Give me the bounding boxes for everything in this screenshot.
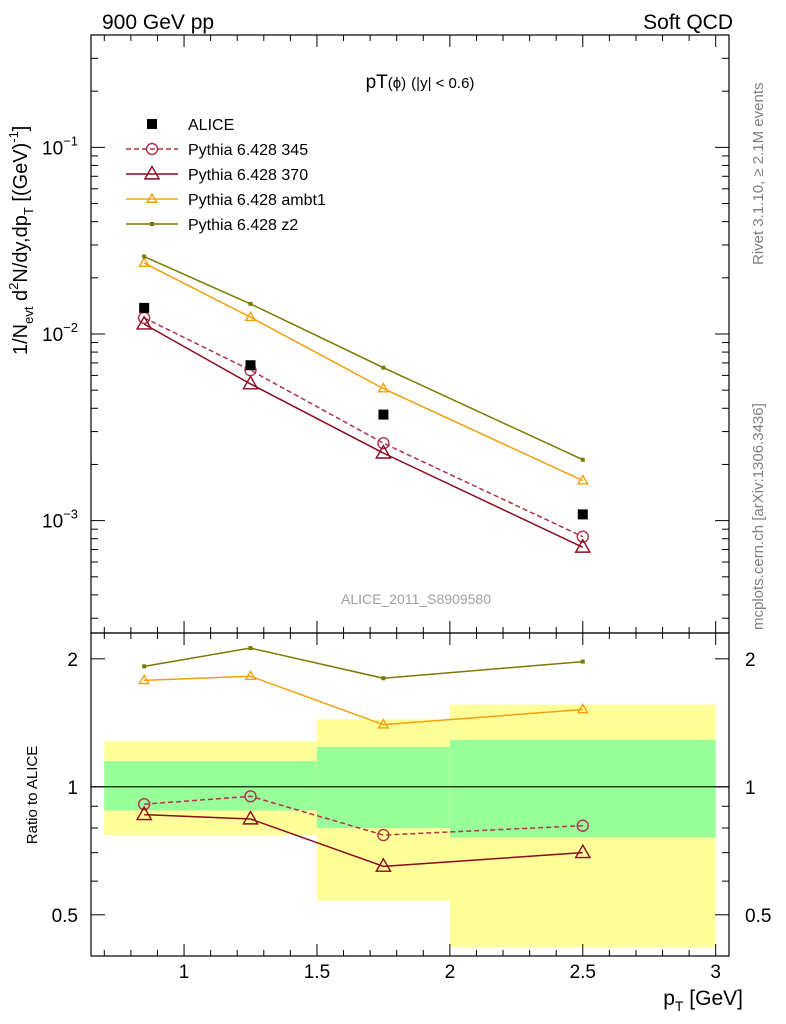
rivet-label: Rivet 3.1.10, ≥ 2.1M events <box>750 83 767 266</box>
ratio-line-1 <box>144 813 583 868</box>
series-point-2-3 <box>576 474 589 485</box>
header-right-label: Soft QCD <box>643 11 733 34</box>
legend: ALICE Pythia 6.428 345 Pythia 6.428 370 Pyt… <box>126 117 326 234</box>
legend-marker-1 <box>143 165 161 180</box>
inner-band-0 <box>104 760 317 811</box>
plot-title: pT(ϕ) (|y| < 0.6) <box>366 72 475 93</box>
series-point-0-3 <box>576 530 589 543</box>
ratio-tick-label-right: 0.5 <box>745 906 771 927</box>
legend-label-2: Pythia 6.428 ambt1 <box>188 192 326 209</box>
series-point-3-1 <box>248 301 253 306</box>
ratio-point-3-1 <box>248 646 253 651</box>
reference-point-3 <box>577 509 588 520</box>
x-tick-label: 3 <box>710 962 721 983</box>
series-point-3-0 <box>142 254 147 259</box>
series-point-1-0 <box>135 315 153 330</box>
reference-point-1 <box>245 360 256 371</box>
x-tick-label: 2.5 <box>570 962 596 983</box>
ratio-point-0-1 <box>244 790 257 803</box>
ratio-tick-label-right: 2 <box>745 650 756 671</box>
series-point-0-2 <box>377 436 390 450</box>
ratio-point-1-3 <box>574 843 592 859</box>
main-y-axis-label: 1/Nevt d2N/dy,dpT [(GeV)-1] <box>6 126 36 355</box>
series-line-0 <box>143 317 584 538</box>
ratio-plot-frame <box>90 632 730 957</box>
legend-label-3: Pythia 6.428 z2 <box>188 217 298 234</box>
legend-marker-2 <box>146 192 158 203</box>
ratio-point-2-0 <box>138 673 151 685</box>
ratio-point-3-2 <box>381 676 386 681</box>
legend-marker-0 <box>145 142 159 156</box>
legend-marker-3 <box>150 222 154 226</box>
ratio-tick-label: 2 <box>67 650 78 671</box>
series-line-2 <box>143 262 584 482</box>
x-tick-label: 1 <box>179 962 190 983</box>
series-lines <box>143 255 584 868</box>
ratio-point-1-1 <box>242 810 259 825</box>
x-tick-label: 1.5 <box>304 962 330 983</box>
series-point-2-1 <box>244 310 257 322</box>
legend-label-0: Pythia 6.428 345 <box>188 142 308 159</box>
series-line-3 <box>143 255 584 461</box>
header-left-label: 900 GeV pp <box>102 11 214 34</box>
ratio-point-3-0 <box>142 664 147 669</box>
legend-marker-reference <box>147 119 157 129</box>
source-label: mcplots.cern.ch [arXiv:1306.3436] <box>750 403 767 630</box>
series-point-2-0 <box>138 256 151 267</box>
ratio-point-3-3 <box>580 659 585 664</box>
series-point-2-2 <box>377 382 390 393</box>
ratio-point-0-2 <box>377 828 390 842</box>
ratio-point-1-2 <box>375 857 392 872</box>
ratio-point-0-0 <box>137 798 151 811</box>
axis-tick-labels: 1 1.5 2 2.5 3 10−1 10−2 10−3 0.5 0.5 1 1 2 2 <box>42 133 771 983</box>
ratio-point-1-0 <box>135 805 153 821</box>
series-point-1-3 <box>574 538 592 553</box>
series-markers <box>135 254 592 872</box>
legend-label-1: Pythia 6.428 370 <box>188 167 308 184</box>
inner-band-1 <box>316 747 450 829</box>
main-plot-frame <box>90 34 730 634</box>
series-point-1-1 <box>242 375 259 390</box>
reference-point-0 <box>139 302 150 313</box>
y-tick-label: 10−1 <box>42 133 78 159</box>
ratio-point-2-1 <box>244 669 257 681</box>
ratio-tick-label: 0.5 <box>52 906 78 927</box>
ratio-tick-label: 1 <box>67 778 78 799</box>
legend-label-reference: ALICE <box>188 117 234 134</box>
x-tick-label: 2 <box>445 962 456 983</box>
series-point-1-2 <box>375 444 392 459</box>
series-point-3-3 <box>580 457 585 462</box>
analysis-watermark: ALICE_2011_S8909580 <box>341 591 491 607</box>
y-tick-label: 10−2 <box>42 320 78 346</box>
reference-point-2 <box>378 409 389 420</box>
ratio-line-0 <box>144 795 583 836</box>
series-point-3-2 <box>381 365 386 370</box>
series-line-1 <box>143 323 584 548</box>
ratio-tick-label-right: 1 <box>745 778 756 799</box>
inner-band-2 <box>449 739 716 838</box>
y-tick-label: 10−3 <box>42 507 78 533</box>
ratio-point-2-2 <box>377 718 390 729</box>
x-axis-label: pT [GeV] <box>663 987 743 1014</box>
ratio-point-2-3 <box>576 703 589 714</box>
uncertainty-bands <box>104 704 716 947</box>
ratio-line-2 <box>144 675 583 726</box>
ratio-line-3 <box>144 647 583 680</box>
axis-ticks <box>91 34 729 957</box>
ratio-y-axis-label: Ratio to ALICE <box>24 746 41 844</box>
ratio-point-0-3 <box>576 819 589 832</box>
